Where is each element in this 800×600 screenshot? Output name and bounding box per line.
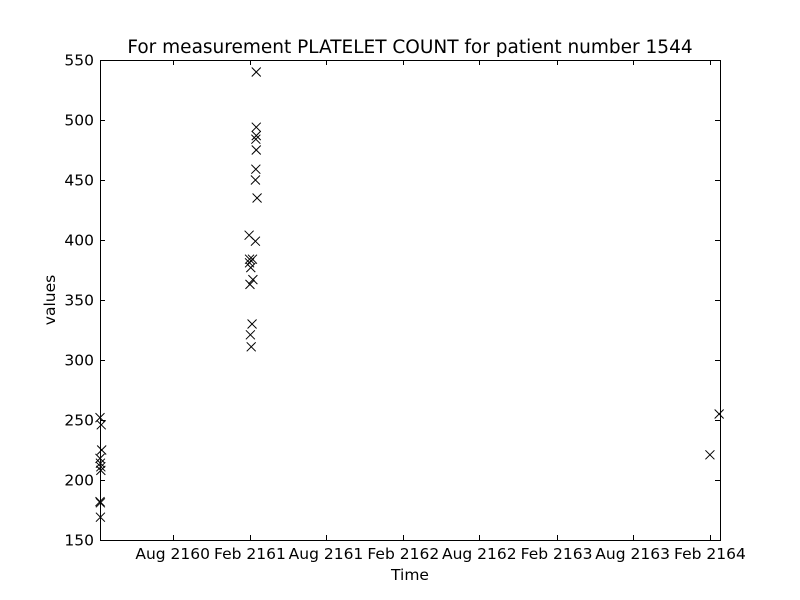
x-tick-label: Feb 2162 bbox=[367, 545, 439, 563]
data-point bbox=[714, 409, 725, 419]
data-point bbox=[251, 67, 262, 77]
data-point bbox=[245, 262, 256, 273]
y-tick-label: 250 bbox=[64, 412, 94, 430]
y-tick-label: 400 bbox=[64, 232, 94, 250]
y-tick-label: 550 bbox=[64, 52, 94, 70]
data-point bbox=[252, 193, 262, 203]
y-tick-label: 150 bbox=[64, 532, 94, 550]
y-tick-label: 450 bbox=[64, 172, 94, 190]
data-point bbox=[251, 130, 262, 141]
data-point bbox=[250, 164, 261, 175]
x-tick-label: Aug 2160 bbox=[135, 545, 210, 563]
data-point bbox=[247, 319, 257, 329]
data-point bbox=[245, 279, 255, 290]
x-tick-label: Feb 2164 bbox=[674, 545, 746, 563]
chart-title: For measurement PLATELET COUNT for patie… bbox=[127, 37, 692, 58]
y-tick-label: 300 bbox=[64, 352, 94, 370]
y-tick-label: 350 bbox=[64, 292, 94, 310]
data-point bbox=[96, 419, 107, 430]
data-point bbox=[251, 122, 262, 133]
data-point bbox=[246, 341, 257, 352]
x-tick-label: Aug 2162 bbox=[442, 545, 517, 563]
data-point bbox=[245, 329, 256, 340]
data-point bbox=[250, 175, 261, 185]
y-tick-label: 500 bbox=[64, 112, 94, 130]
y-tick-label: 200 bbox=[64, 472, 94, 490]
x-axis-title: Time bbox=[390, 566, 429, 584]
x-tick-label: Aug 2163 bbox=[595, 545, 670, 563]
y-axis-title: values bbox=[41, 275, 59, 325]
data-point bbox=[244, 254, 255, 265]
x-tick-label: Aug 2161 bbox=[289, 545, 364, 563]
data-point bbox=[248, 274, 258, 285]
x-tick-label: Feb 2161 bbox=[214, 545, 286, 563]
data-point bbox=[250, 134, 261, 145]
data-point bbox=[250, 236, 261, 247]
data-point bbox=[96, 445, 107, 455]
data-point bbox=[251, 145, 262, 155]
x-tick-label: Feb 2163 bbox=[521, 545, 593, 563]
data-point bbox=[705, 449, 715, 460]
